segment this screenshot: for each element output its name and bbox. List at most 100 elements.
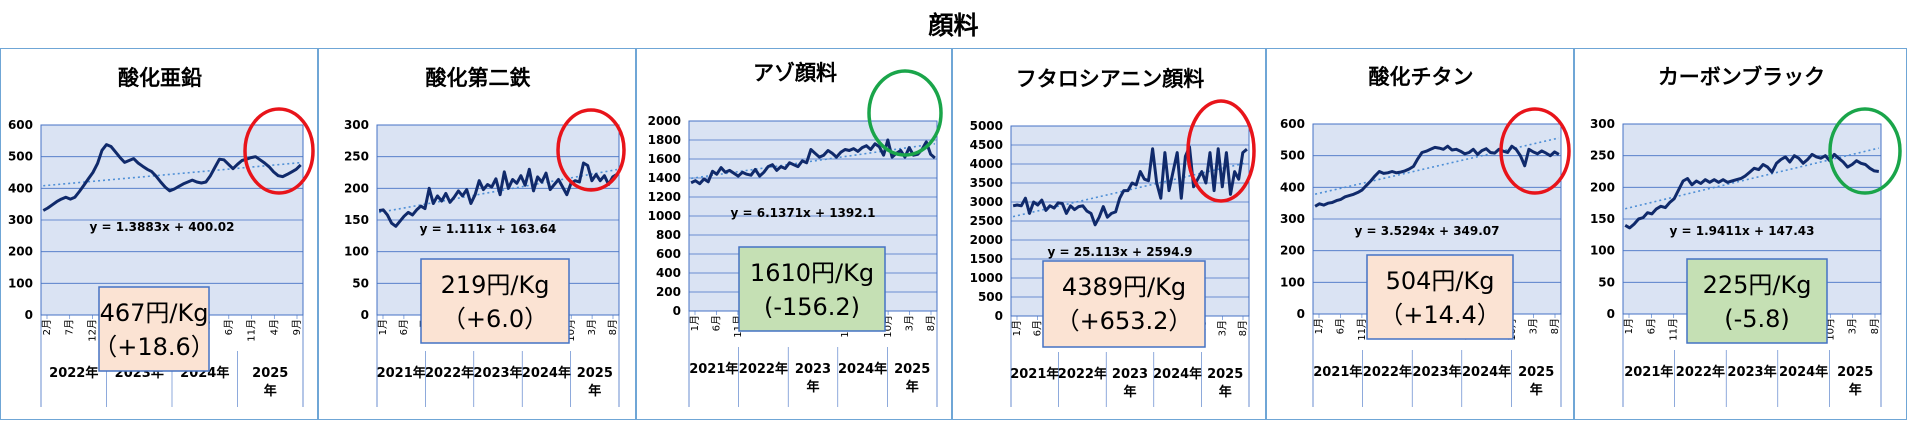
x-year-label: 2025 年 [252, 366, 288, 399]
price-box [420, 258, 570, 344]
y-tick-label: 3000 [970, 195, 1003, 209]
y-tick-label: 0 [361, 308, 369, 322]
x-month-label: 8月 [1237, 320, 1249, 336]
price-change: （+653.2） [1056, 307, 1193, 335]
y-tick-label: 50 [1598, 275, 1615, 289]
y-tick-label: 150 [1590, 212, 1615, 226]
y-tick-label: 500 [1280, 149, 1305, 163]
price-value: 467円/Kg [100, 299, 209, 327]
highlight-circle [1186, 99, 1256, 203]
x-month-label: 11月 [1668, 318, 1680, 341]
chart-panel-carbon-black: カーボンブラック0501001502002503001月6月11月4月9月2月7… [1574, 48, 1907, 420]
series-line [42, 143, 302, 212]
chart-panel-iron-oxide: 酸化第二鉄0501001502002503001月6月11月4月9月2月7月12… [318, 48, 636, 420]
chart-panel-azo-pigment: アゾ顔料 0 200 400 600 800 1000 1200 1400 1600 1800 200… [636, 48, 952, 420]
y-tick-label: 2000 [970, 233, 1003, 247]
chart-panel-phthalocyanine: フタロシアニン顔料 0 500 1000 1500 2000 2500 3000 3500 400… [952, 48, 1266, 420]
x-year-label: 2021年 [1624, 364, 1673, 380]
trend-equation: y = 1.9411x + 147.43 [1670, 224, 1815, 238]
y-tick-label: 3500 [970, 176, 1003, 190]
y-tick-label: 300 [344, 118, 369, 132]
x-year-label: 2024年 [1462, 364, 1511, 380]
price-change: (-156.2) [764, 293, 860, 321]
y-tick-label: 4000 [970, 157, 1003, 171]
x-month-label: 11月 [246, 319, 258, 342]
x-month-label: 1月 [377, 319, 389, 335]
chart-title: アゾ顔料 [753, 61, 837, 85]
x-year-label: 2024年 [1153, 366, 1202, 382]
price-box [1042, 260, 1206, 348]
y-tick-label: 0 [673, 304, 681, 318]
x-year-label: 2022年 [1676, 364, 1725, 380]
y-tick-label: 100 [1280, 275, 1305, 289]
x-month-label: 8月 [1869, 318, 1881, 334]
x-year-label: 2021年 [377, 365, 426, 381]
price-value: 225円/Kg [1703, 271, 1812, 299]
trend-equation: y = 6.1371x + 1392.1 [731, 206, 876, 220]
y-tick-label: 200 [8, 245, 33, 259]
x-year-label: 2025 年 [1207, 367, 1243, 400]
y-tick-label: 0 [995, 309, 1003, 323]
chart-svg: フタロシアニン顔料 0 500 1000 1500 2000 2500 3000 3500 400… [970, 67, 1256, 407]
y-tick-label: 250 [344, 150, 369, 164]
y-tick-label: 400 [1280, 180, 1305, 194]
y-tick-label: 600 [8, 118, 33, 132]
x-month-label: 8月 [925, 315, 937, 331]
chart-title: カーボンブラック [1658, 65, 1825, 89]
trend-line [43, 161, 301, 187]
y-tick-label: 500 [978, 290, 1003, 304]
y-tick-label: 4500 [970, 138, 1003, 152]
y-tick-label: 1200 [648, 190, 681, 204]
price-box [1686, 258, 1828, 344]
y-tick-label: 300 [8, 213, 33, 227]
trend-equation: y = 1.111x + 163.64 [420, 222, 557, 236]
x-month-label: 11月 [1356, 318, 1368, 341]
highlight-circle [1499, 107, 1571, 195]
price-box [98, 286, 210, 372]
y-tick-label: 250 [1590, 149, 1615, 163]
y-tick-label: 500 [8, 150, 33, 164]
trend-equation: y = 25.113x + 2594.9 [1048, 245, 1193, 259]
y-tick-label: 0 [25, 308, 33, 322]
y-tick-label: 2500 [970, 214, 1003, 228]
y-tick-label: 1800 [648, 133, 681, 147]
x-year-label: 2024年 [838, 361, 887, 377]
y-tick-label: 200 [1280, 244, 1305, 258]
x-year-label: 2022年 [49, 365, 98, 381]
x-month-label: 3月 [1528, 318, 1540, 334]
chart-panel-titanium-oxide: 酸化チタン01002003004005006001月6月11月4月9月2月7月1… [1266, 48, 1574, 420]
page-title: 顔料 [928, 11, 979, 40]
x-month-label: 6月 [1032, 320, 1044, 336]
x-year-label: 2025 年 [894, 362, 930, 395]
trend-line [1625, 147, 1879, 210]
chart-svg: 酸化第二鉄0501001502002503001月6月11月4月9月2月7月12… [344, 66, 626, 407]
x-month-label: 2月 [41, 319, 53, 335]
y-tick-label: 600 [656, 247, 681, 261]
highlight-circle [556, 108, 626, 192]
chart-svg: アゾ顔料 0 200 400 600 800 1000 1200 1400 1600 1800 200… [648, 61, 943, 407]
x-year-label: 2021年 [1010, 366, 1059, 382]
series-line [1314, 144, 1560, 208]
y-tick-label: 50 [352, 276, 369, 290]
y-tick-label: 0 [1297, 307, 1305, 321]
x-month-label: 6月 [1334, 318, 1346, 334]
chart-svg: カーボンブラック0501001502002503001月6月11月4月9月2月7… [1590, 65, 1902, 407]
x-year-label: 2024年 [1779, 364, 1828, 380]
trend-equation: y = 3.5294x + 349.07 [1355, 224, 1500, 238]
x-year-label: 2022年 [425, 365, 474, 381]
series-line [1624, 152, 1879, 230]
x-month-label: 3月 [1216, 320, 1228, 336]
y-tick-label: 200 [656, 285, 681, 299]
price-change: （+6.0） [442, 305, 548, 333]
highlight-circle [243, 107, 315, 195]
y-tick-label: 300 [1590, 117, 1615, 131]
y-tick-label: 400 [656, 266, 681, 280]
y-tick-label: 800 [656, 228, 681, 242]
y-tick-label: 100 [1590, 244, 1615, 258]
y-tick-label: 200 [344, 181, 369, 195]
price-value: 4389円/Kg [1062, 273, 1186, 301]
price-value: 219円/Kg [441, 271, 550, 299]
y-tick-label: 1400 [648, 171, 681, 185]
y-tick-label: 150 [344, 213, 369, 227]
